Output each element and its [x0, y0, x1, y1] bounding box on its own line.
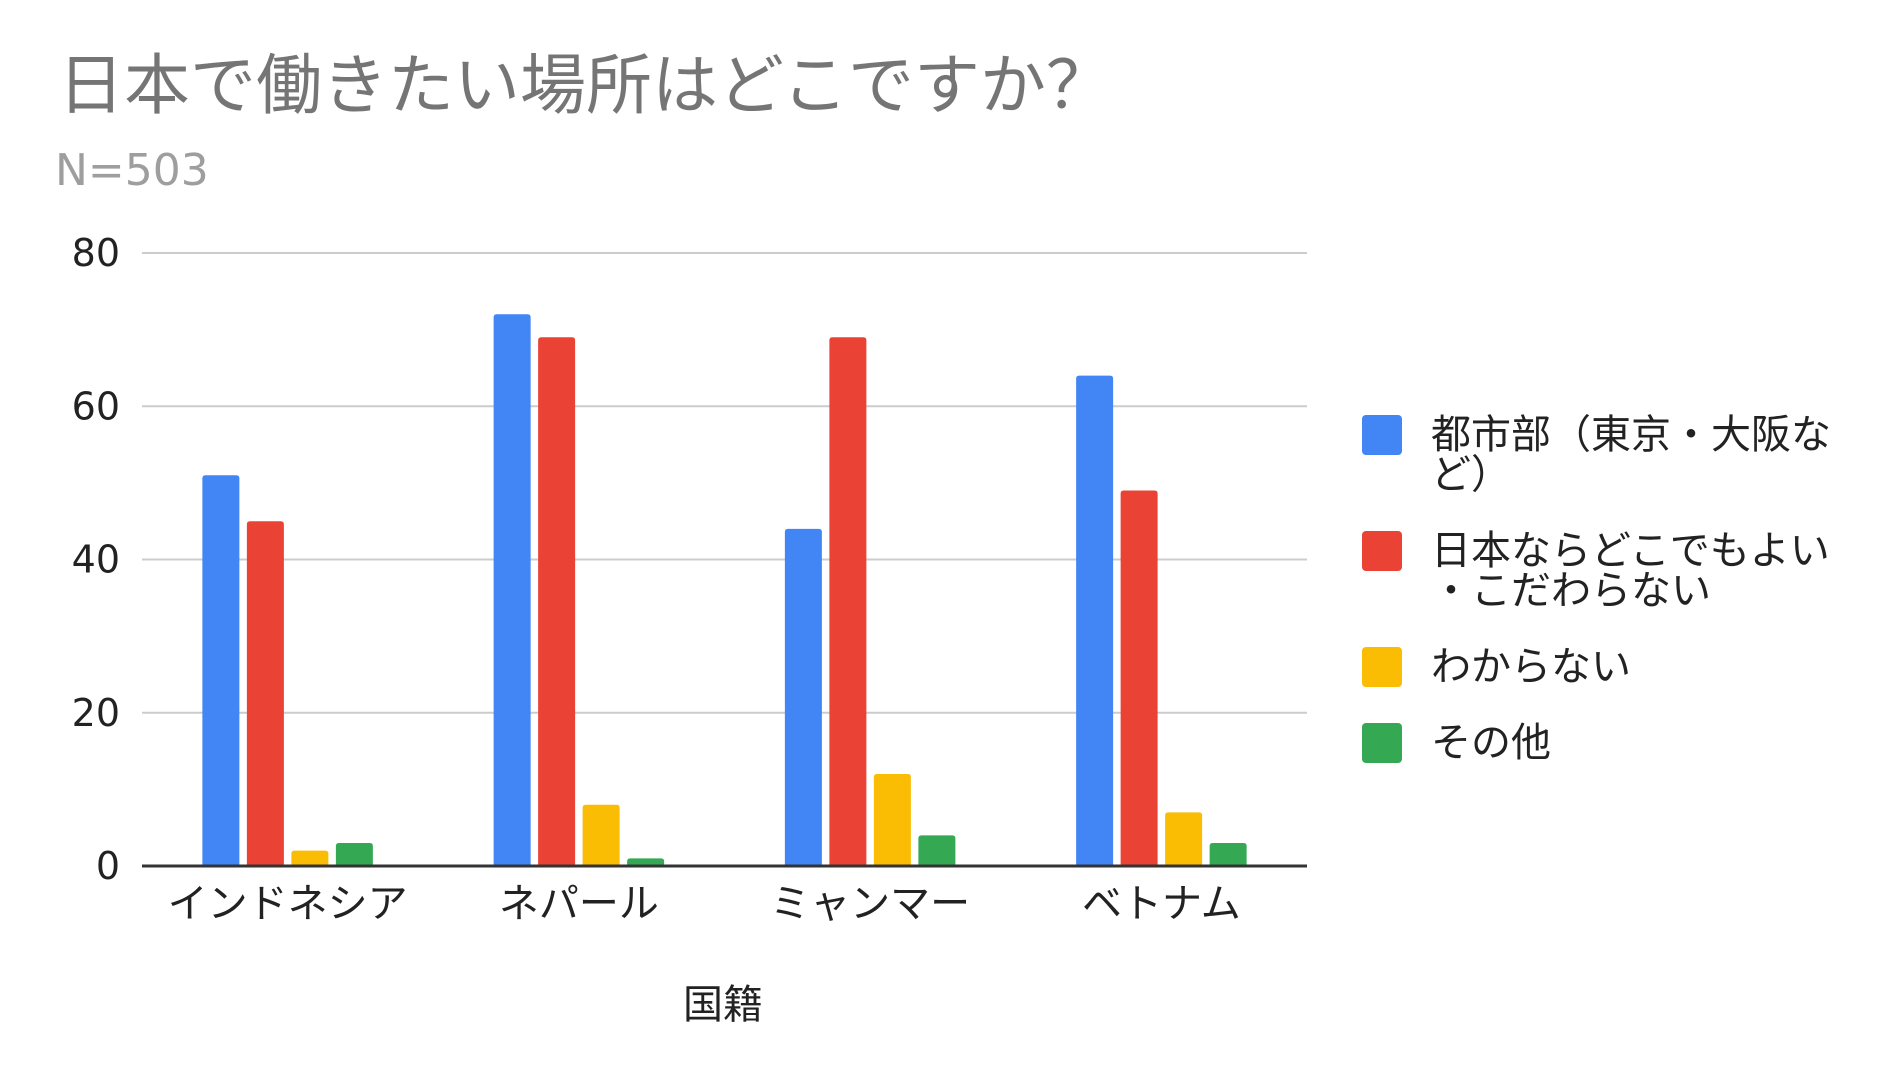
- y-tick-label: 0: [96, 844, 120, 888]
- bar: [1209, 843, 1247, 866]
- legend-swatch: [1362, 647, 1402, 687]
- legend-swatch: [1362, 723, 1402, 763]
- legend-label: 都市部（東京・大阪など）: [1431, 412, 1831, 498]
- y-tick-label: 40: [72, 538, 120, 582]
- bar: [291, 850, 329, 866]
- bar: [582, 804, 620, 866]
- bar: [335, 843, 373, 866]
- bar: [1120, 490, 1158, 866]
- x-tick-label: ネパール: [499, 881, 659, 927]
- x-tick-label: インドネシア: [168, 881, 408, 927]
- y-tick-label: 20: [72, 691, 120, 735]
- x-tick-label: ミャンマー: [770, 881, 970, 927]
- chart-subtitle: N=503: [55, 145, 209, 196]
- bar: [627, 858, 665, 866]
- bar: [538, 337, 576, 867]
- chart-title: 日本で働きたい場所はどこですか？: [58, 47, 1112, 124]
- bar: [493, 314, 531, 866]
- y-axis-ticks: 0 20 40 60 80: [72, 231, 120, 888]
- bar: [918, 835, 956, 866]
- legend-swatch: [1362, 415, 1402, 455]
- bar: [829, 337, 867, 867]
- bar: [1076, 375, 1114, 866]
- y-tick-label: 80: [72, 231, 120, 275]
- x-axis-label: 国籍: [683, 982, 763, 1028]
- legend-label: その他: [1431, 720, 1551, 766]
- legend-label: 日本ならどこでもよい・こだわらない: [1431, 528, 1830, 614]
- bars: [202, 314, 1247, 867]
- x-tick-label: ベトナム: [1082, 881, 1241, 927]
- legend-swatch: [1362, 531, 1402, 571]
- x-axis-ticks: インドネシア ネパール ミャンマー ベトナム: [168, 881, 1241, 927]
- y-tick-label: 60: [72, 384, 120, 428]
- bar: [1165, 812, 1203, 866]
- bar: [202, 475, 240, 866]
- legend-label: わからない: [1431, 644, 1631, 690]
- bar: [784, 528, 822, 866]
- bar: [873, 774, 911, 866]
- bar: [246, 521, 284, 866]
